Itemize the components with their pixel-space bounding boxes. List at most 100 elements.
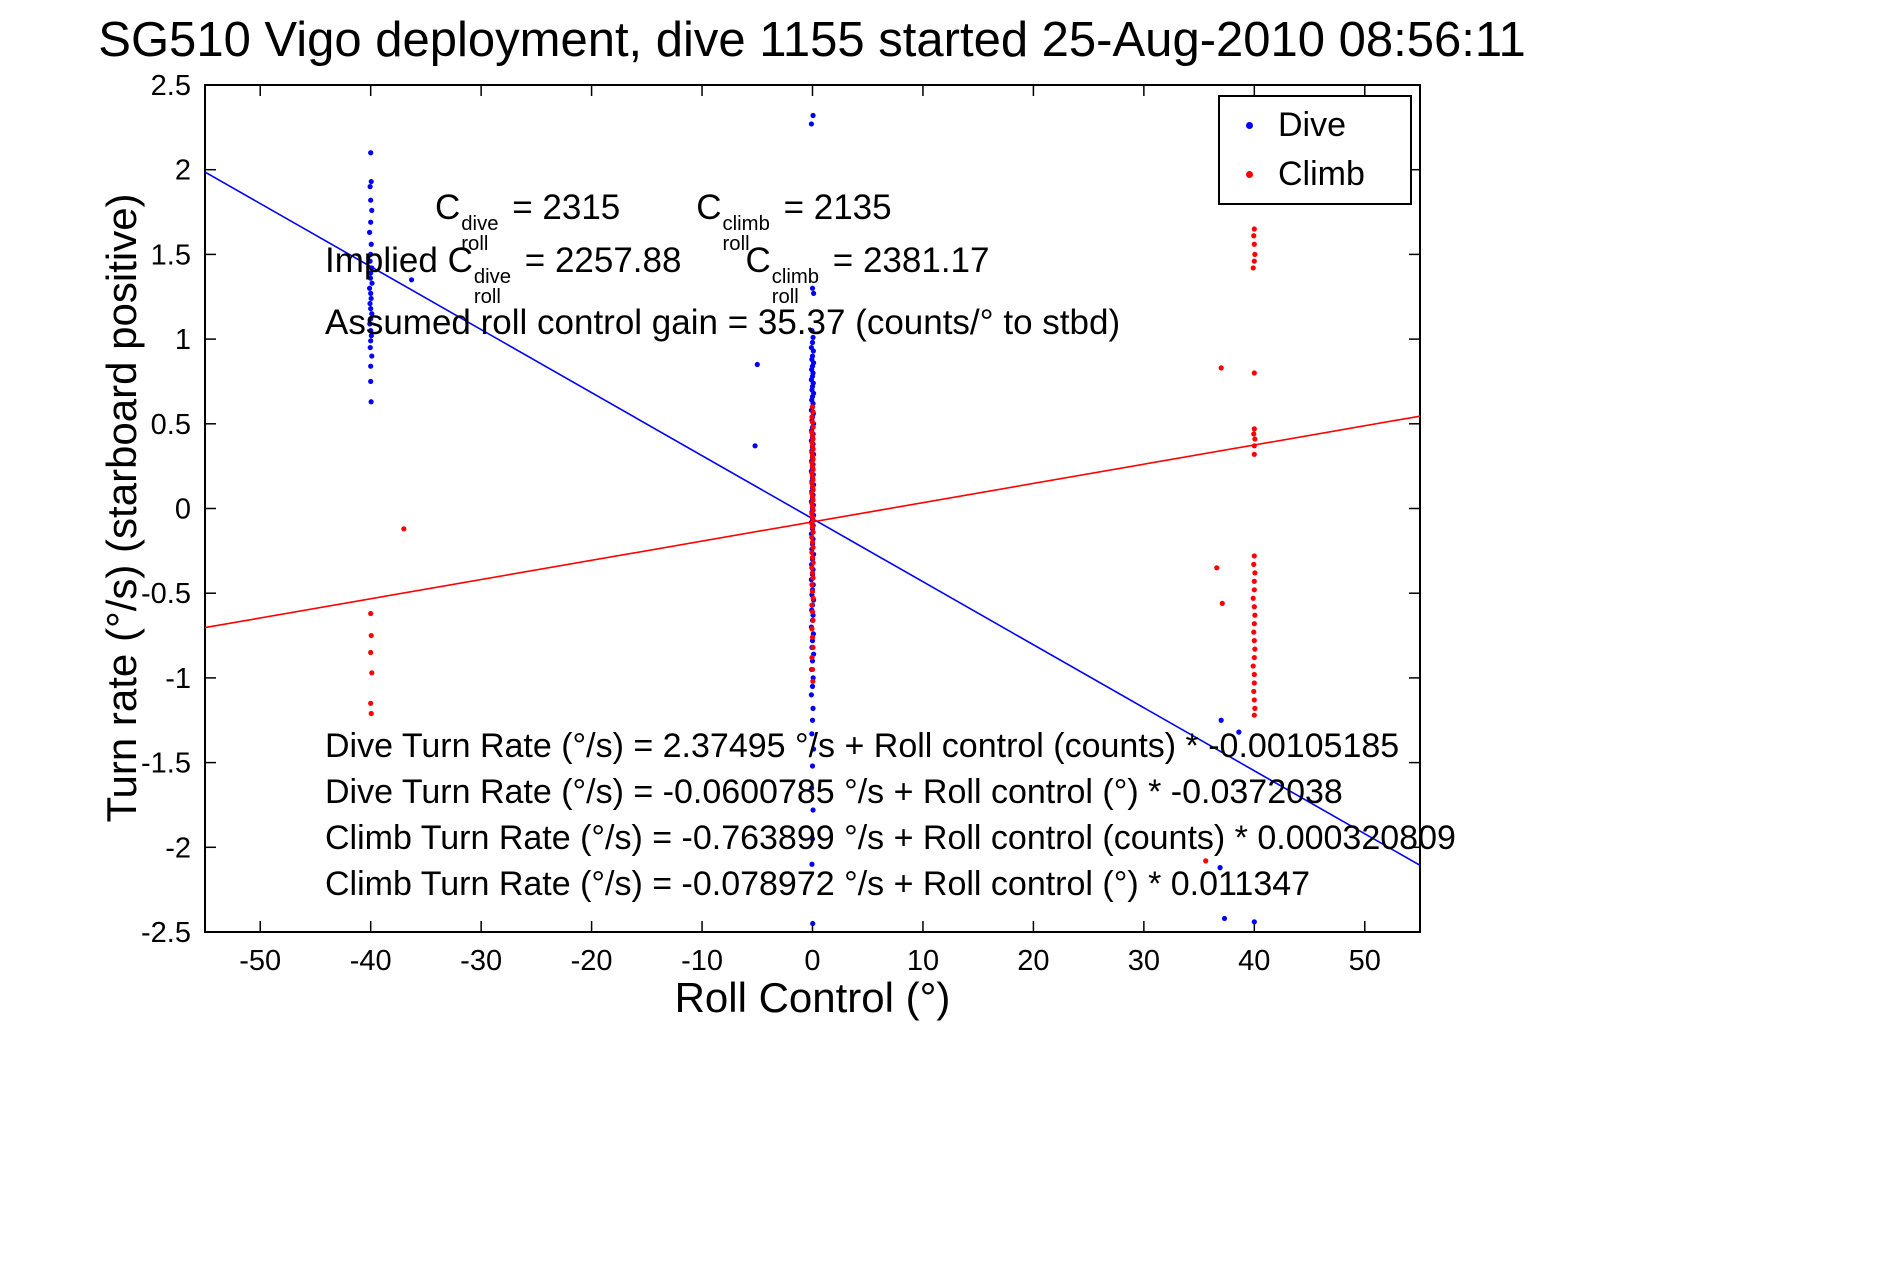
climb-data-point [1218,365,1224,371]
climb-data-point [809,634,816,640]
dive-data-point [809,861,815,867]
climb-data-point [1251,629,1257,635]
chart-title: SG510 Vigo deployment, dive 1155 started… [98,13,1526,67]
dive-data-point [368,251,374,257]
climb-data-point [1251,233,1257,239]
dive-data-point [809,683,816,689]
dive-data-point [1236,729,1242,735]
dive-data-point [810,348,816,354]
x-tick-label: -40 [350,945,392,977]
climb-data-point [1251,561,1257,568]
equation-climb-counts: Climb Turn Rate (°/s) = -0.763899 °/s + … [325,819,1456,857]
climb-data-point [809,582,815,588]
y-tick-label: 0.5 [151,409,191,441]
climb-data-point [1250,663,1256,669]
dive-data-point [369,280,375,286]
dive-data-point [367,300,373,307]
dive-data-point [809,717,816,723]
dive-data-point [811,290,817,296]
x-tick-label: -50 [239,945,281,977]
subscript: roll [722,233,750,256]
climb-data-point [1252,705,1258,711]
dive-data-point [368,178,374,185]
climb-data-point [810,560,816,566]
dive-data-point [368,333,374,339]
dive-data-point [369,311,375,317]
subscript: roll [771,286,799,309]
climb-data-point [809,626,815,632]
climb-data-point [1251,638,1257,644]
climb-data-point [809,565,815,571]
y-tick-label: 2 [175,155,191,187]
x-tick-label: 40 [1238,945,1270,977]
climb-data-point [1251,688,1257,695]
climb-data-point [810,575,816,581]
dive-data-point [368,241,374,247]
y-tick-label: 0 [175,494,191,526]
dive-data-point [369,265,375,271]
dive-data-point [369,353,375,359]
climb-data-point [1251,241,1257,247]
x-tick-label: -30 [460,945,502,977]
dive-data-point [367,258,373,264]
climb-data-point [1251,426,1257,432]
climb-marker-icon [1220,170,1278,178]
climb-data-point [1251,680,1257,686]
climb-data-point [809,404,816,410]
climb-data-point [1251,654,1257,661]
dive-data-point [1218,717,1224,723]
climb-data-point [810,529,816,535]
climb-data-point [368,632,374,639]
climb-data-point [1251,226,1257,232]
climb-data-point [1252,612,1258,618]
subscript: roll [461,233,489,256]
climb-data-point [809,539,816,545]
dive-data-point [368,399,374,405]
legend-label-climb: Climb [1278,154,1365,193]
dive-data-point [368,328,374,334]
climb-data-point [810,617,816,623]
dive-data-point [809,328,815,334]
climb-data-point [809,588,816,595]
y-tick-label: 2.5 [151,70,191,102]
annotation-roll-gain: Assumed roll control gain = 35.37 (count… [325,303,1121,342]
climb-data-point [809,414,815,420]
x-tick-label: 10 [907,945,939,977]
y-tick-label: 1 [175,324,191,356]
legend-entry-climb: Climb [1220,155,1410,194]
climb-data-point [1252,251,1258,257]
superscript: dive [473,265,512,288]
climb-data-point [809,419,816,425]
x-tick-label: -20 [571,945,613,977]
dive-data-point [367,275,374,281]
climb-data-point [1252,646,1258,652]
dive-data-point [369,207,375,213]
y-tick-label: 1.5 [151,239,191,271]
climb-data-point [809,666,816,673]
climb-data-point [1251,697,1257,703]
y-tick-label: -2.5 [141,917,191,949]
climb-data-point [810,595,816,601]
climb-data-point [809,602,815,608]
superscript: climb [722,212,770,235]
dive-data-point [1221,915,1228,922]
climb-data-point [1251,431,1257,437]
climb-data-point [368,610,374,617]
climb-data-point [809,570,816,576]
x-tick-label: 30 [1128,945,1160,977]
climb-data-point [810,678,816,684]
climb-data-point [1219,600,1225,606]
dive-marker-icon [1220,122,1278,130]
superscript: dive [461,212,499,235]
climb-data-point [369,670,375,676]
climb-data-point [1251,578,1257,584]
x-tick-label: -10 [681,945,723,977]
climb-data-point [1252,570,1258,576]
climb-data-point [1251,553,1257,559]
climb-data-point [368,649,374,656]
climb-data-point [1251,604,1257,610]
dive-data-point [810,112,816,119]
legend: Dive Climb [1218,95,1412,205]
